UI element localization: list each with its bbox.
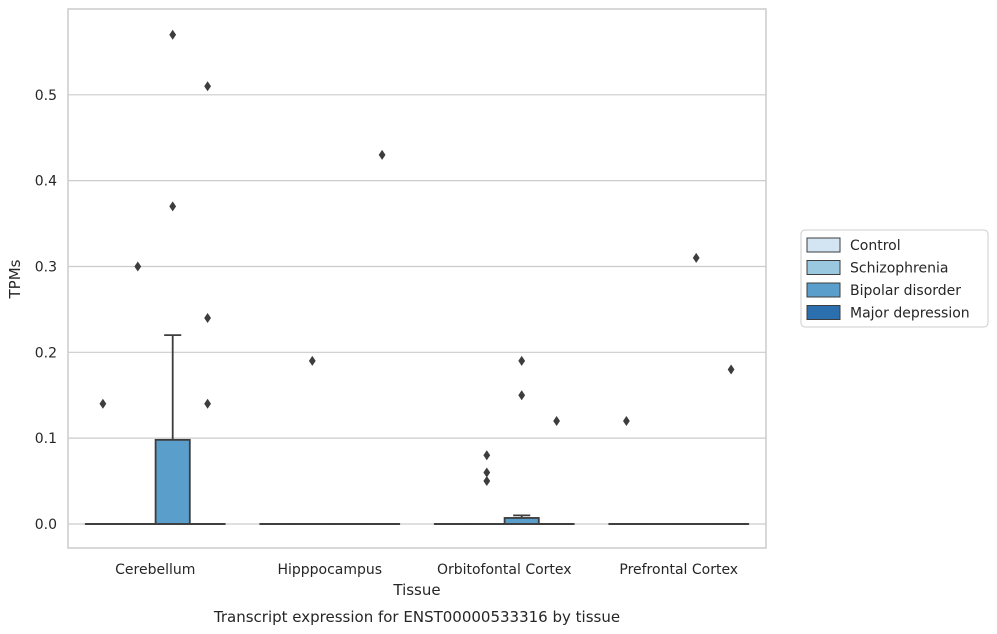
outlier-point bbox=[308, 355, 316, 366]
outlier-point bbox=[727, 364, 735, 375]
outlier-point bbox=[204, 81, 211, 92]
y-axis-label: TPMs bbox=[6, 259, 24, 299]
legend: Control Schizophrenia Bipolar disorder Majo… bbox=[800, 229, 989, 328]
outlier-point bbox=[99, 398, 107, 409]
y-tick-labels: 0.0 0.1 0.2 0.3 0.4 0.5 bbox=[35, 88, 57, 533]
outlier-point bbox=[169, 201, 177, 212]
x-tick-label: Orbitofontal Cortex bbox=[437, 562, 572, 578]
legend-swatch bbox=[806, 305, 841, 320]
outlier-point bbox=[483, 450, 491, 461]
boxes bbox=[84, 29, 750, 525]
x-tick-label: Prefrontal Cortex bbox=[619, 562, 738, 578]
box bbox=[154, 438, 191, 525]
outlier-point bbox=[378, 149, 386, 160]
legend-label: Major depression bbox=[850, 306, 970, 322]
outlier-point bbox=[623, 415, 630, 426]
x-axis-label: Tissue bbox=[392, 581, 440, 599]
legend-swatch bbox=[806, 282, 841, 298]
y-tick-label: 0.3 bbox=[35, 259, 57, 275]
legend-frame bbox=[800, 229, 989, 328]
outlier-point bbox=[169, 29, 177, 40]
x-tick-labels: Cerebellum Hipppocampus Orbitofontal Corte… bbox=[115, 562, 738, 578]
outlier-point bbox=[483, 467, 491, 478]
outlier-point bbox=[553, 415, 560, 426]
y-tick-label: 0.0 bbox=[35, 517, 57, 533]
outlier-point bbox=[518, 355, 526, 366]
outlier-point bbox=[204, 312, 211, 323]
x-tick-label: Hipppocampus bbox=[277, 562, 382, 578]
x-tick-label: Cerebellum bbox=[115, 562, 195, 578]
legend-label: Schizophrenia bbox=[850, 261, 948, 277]
outlier-point bbox=[204, 398, 211, 409]
y-tick-label: 0.5 bbox=[35, 88, 57, 104]
plot-frame bbox=[67, 8, 767, 549]
legend-label: Control bbox=[850, 238, 901, 254]
outlier-point bbox=[692, 252, 700, 263]
plot-border bbox=[67, 8, 767, 549]
legend-label: Bipolar disorder bbox=[850, 283, 961, 299]
outlier-point bbox=[483, 476, 491, 487]
y-tick-label: 0.4 bbox=[35, 174, 57, 190]
outlier-point bbox=[134, 261, 142, 272]
legend-swatch bbox=[806, 260, 841, 275]
legend-swatch bbox=[806, 237, 841, 253]
chart-caption: Transcript expression for ENST0000053331… bbox=[213, 608, 620, 626]
box bbox=[503, 517, 540, 525]
outlier-point bbox=[518, 390, 526, 401]
y-tick-label: 0.2 bbox=[35, 345, 57, 361]
y-tick-label: 0.1 bbox=[35, 431, 57, 447]
